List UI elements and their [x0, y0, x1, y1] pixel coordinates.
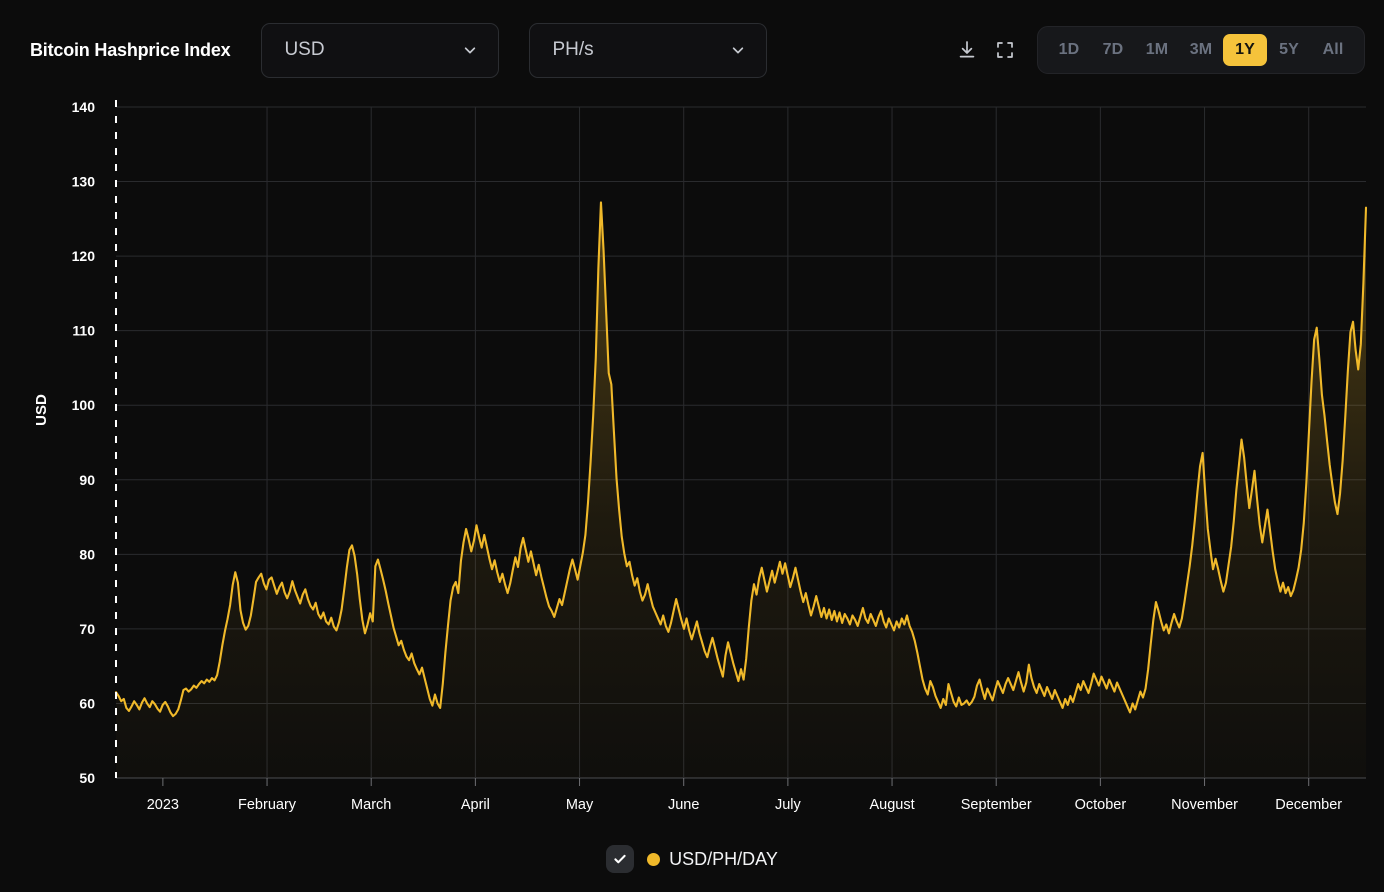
legend-checkbox[interactable] — [606, 845, 635, 873]
y-axis-tick-label: 120 — [72, 248, 96, 264]
download-icon[interactable] — [953, 36, 981, 64]
x-axis-tick-label: September — [961, 797, 1032, 813]
y-axis-title: USD — [33, 394, 50, 426]
y-axis-tick-label: 90 — [79, 472, 95, 488]
time-range-selector: 1D 7D 1M 3M 1Y 5Y All — [1037, 26, 1365, 74]
legend-series-dot — [647, 852, 661, 866]
range-button-1m[interactable]: 1M — [1145, 41, 1169, 58]
y-axis-tick-label: 100 — [72, 397, 96, 413]
y-axis-tick-label: 140 — [72, 99, 96, 115]
chart-toolbar: Bitcoin Hashprice Index USD PH/s — [0, 0, 1384, 100]
y-axis-tick-label: 130 — [72, 174, 96, 190]
chevron-down-icon — [463, 43, 477, 57]
x-axis-tick-label: August — [869, 797, 914, 813]
fullscreen-icon[interactable] — [991, 36, 1019, 64]
x-axis-tick-label: 2023 — [147, 797, 179, 813]
x-axis-tick-label: November — [1171, 797, 1238, 813]
y-axis-tick-label: 70 — [79, 621, 95, 637]
range-button-1y[interactable]: 1Y — [1223, 34, 1267, 66]
chart-legend: USD/PH/DAY — [0, 845, 1384, 873]
range-button-7d[interactable]: 7D — [1102, 41, 1124, 58]
range-button-3m[interactable]: 3M — [1189, 41, 1213, 58]
y-axis-tick-label: 80 — [79, 546, 95, 562]
selector-group: USD PH/s — [261, 22, 768, 78]
legend-series-label: USD/PH/DAY — [669, 848, 778, 869]
series-line — [114, 201, 1368, 718]
hashprice-chart[interactable]: 140 130 120 110 100 90 80 70 60 50 2023 February Mar… — [0, 92, 1384, 832]
chart-canvas: 140 130 120 110 100 90 80 70 60 50 2023 February Mar… — [33, 99, 1368, 813]
unit-select[interactable]: PH/s — [529, 22, 768, 78]
range-button-all[interactable]: All — [1322, 41, 1344, 58]
x-axis-tick-label: March — [351, 797, 391, 813]
y-axis-tick-label: 60 — [79, 695, 95, 711]
x-axis-tick-label: June — [668, 797, 699, 813]
currency-select[interactable]: USD — [261, 22, 500, 78]
chart-controls: 1D 7D 1M 3M 1Y 5Y All — [953, 0, 1365, 100]
x-axis-tick-label: July — [775, 797, 802, 813]
check-icon — [614, 854, 626, 864]
x-axis-tick-label: February — [238, 797, 297, 813]
page-title: Bitcoin Hashprice Index — [30, 39, 231, 60]
currency-select-value: USD — [284, 39, 325, 60]
unit-select-value: PH/s — [552, 39, 594, 60]
x-axis-tick-label: May — [566, 797, 594, 813]
x-axis-tick-label: December — [1275, 797, 1342, 813]
x-axis-tick-label: October — [1075, 797, 1127, 813]
range-button-1d[interactable]: 1D — [1058, 41, 1080, 58]
range-button-5y[interactable]: 5Y — [1279, 41, 1299, 58]
series-area-fill — [116, 202, 1366, 778]
x-axis-tick-label: April — [461, 797, 490, 813]
y-axis-tick-label: 50 — [79, 770, 95, 786]
chevron-down-icon — [731, 43, 745, 57]
y-axis-tick-label: 110 — [72, 323, 95, 339]
